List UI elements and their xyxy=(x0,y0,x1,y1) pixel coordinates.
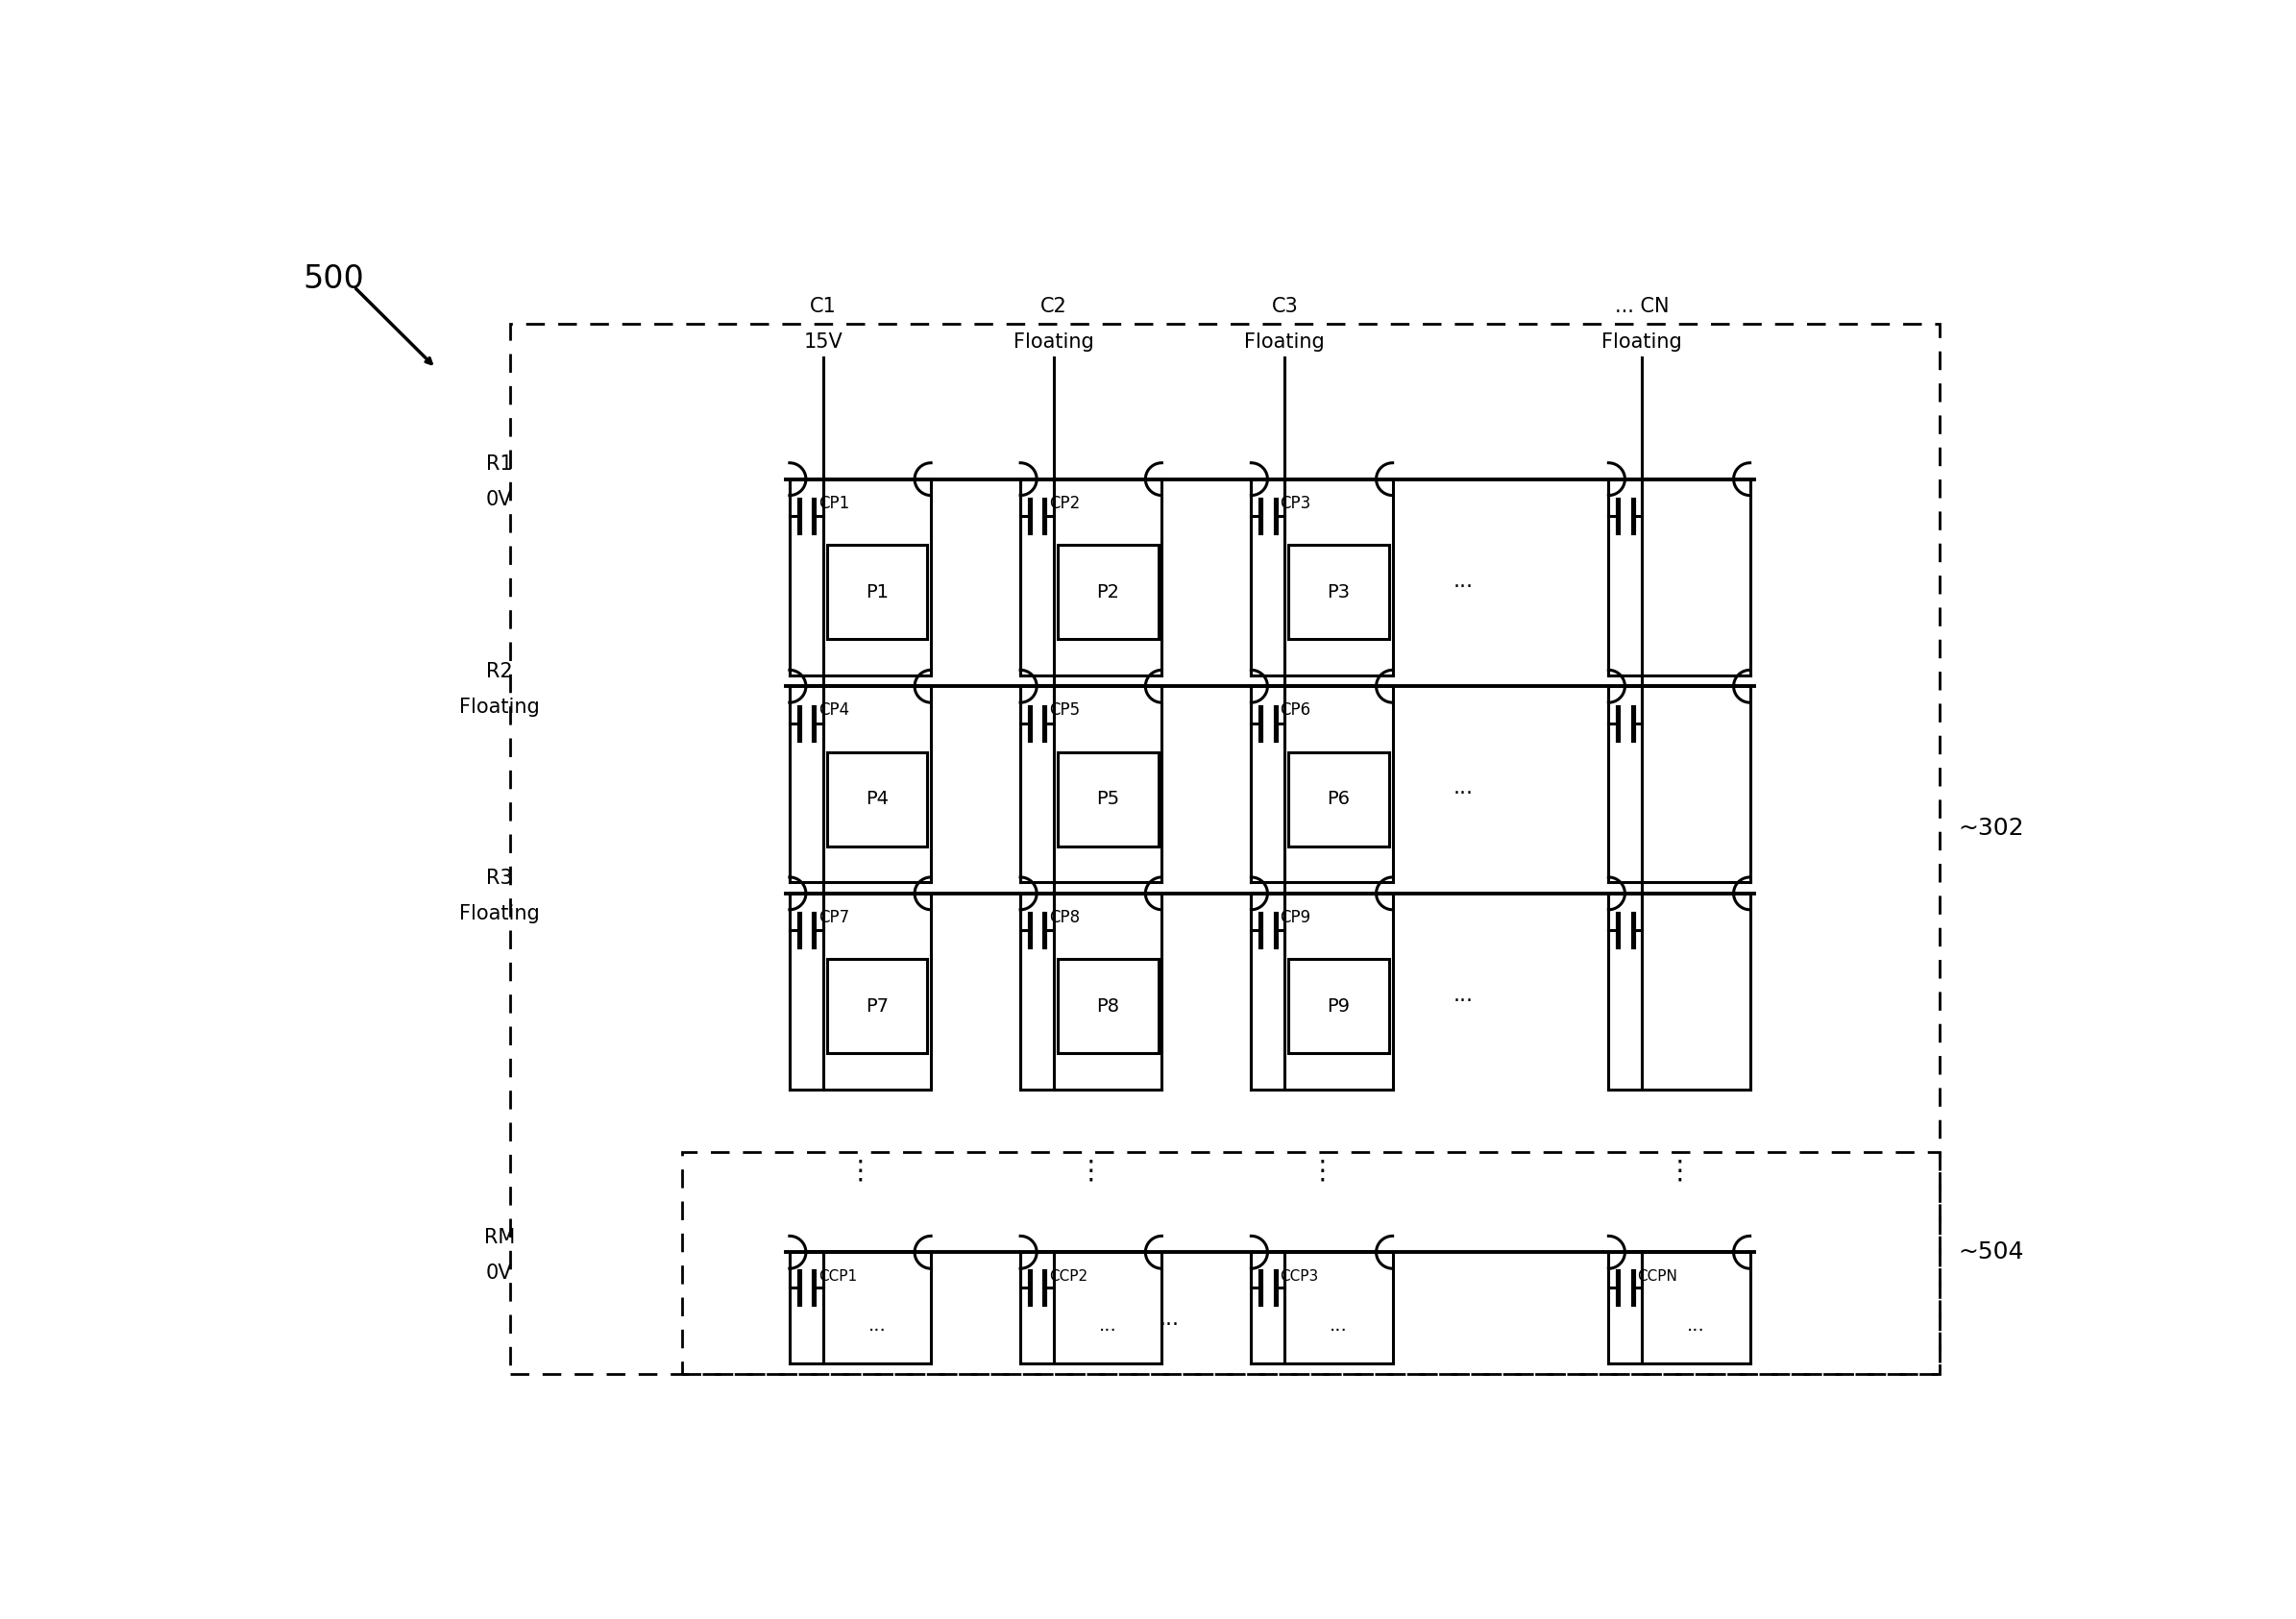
Text: CCP1: CCP1 xyxy=(817,1269,856,1284)
Text: CP3: CP3 xyxy=(1279,494,1311,512)
Text: ~302: ~302 xyxy=(1958,816,2025,840)
Text: P9: P9 xyxy=(1327,997,1350,1015)
Text: C1: C1 xyxy=(810,298,836,316)
Bar xyxy=(827,753,928,847)
Text: Floating: Floating xyxy=(459,905,540,924)
Text: ...: ... xyxy=(1453,986,1474,1005)
Bar xyxy=(1288,753,1389,847)
Text: P7: P7 xyxy=(866,997,889,1015)
Text: P1: P1 xyxy=(866,583,889,601)
Text: ...: ... xyxy=(1453,779,1474,798)
Text: CP6: CP6 xyxy=(1279,701,1311,719)
Text: ⋮: ⋮ xyxy=(1077,1158,1104,1185)
Text: CCPN: CCPN xyxy=(1637,1269,1678,1284)
Text: R3: R3 xyxy=(487,869,512,889)
Bar xyxy=(1058,546,1157,640)
Bar xyxy=(1058,958,1157,1054)
Text: CP7: CP7 xyxy=(817,908,850,926)
Text: ⋮: ⋮ xyxy=(1667,1158,1692,1185)
Text: CP1: CP1 xyxy=(817,494,850,512)
Text: 15V: 15V xyxy=(804,332,843,351)
Text: R1: R1 xyxy=(487,455,512,474)
Text: C2: C2 xyxy=(1040,298,1068,316)
Text: ⋮: ⋮ xyxy=(847,1158,872,1185)
Text: P2: P2 xyxy=(1095,583,1120,601)
Text: CCP3: CCP3 xyxy=(1279,1269,1318,1284)
Text: R2: R2 xyxy=(487,662,512,682)
Text: Floating: Floating xyxy=(1244,332,1325,351)
Text: ...: ... xyxy=(1688,1316,1706,1334)
Text: P5: P5 xyxy=(1095,790,1120,808)
Text: 0V: 0V xyxy=(487,1263,512,1282)
Text: CP8: CP8 xyxy=(1049,908,1079,926)
Bar xyxy=(1288,546,1389,640)
Text: Floating: Floating xyxy=(1603,332,1683,351)
Text: C3: C3 xyxy=(1272,298,1297,316)
Text: CCP2: CCP2 xyxy=(1049,1269,1088,1284)
Text: ...: ... xyxy=(868,1316,886,1334)
Text: CP2: CP2 xyxy=(1049,494,1079,512)
Text: P6: P6 xyxy=(1327,790,1350,808)
Bar xyxy=(1288,958,1389,1054)
Bar xyxy=(682,1153,1940,1375)
Text: ... CN: ... CN xyxy=(1614,298,1669,316)
Text: ...: ... xyxy=(1329,1316,1348,1334)
Text: P3: P3 xyxy=(1327,583,1350,601)
Text: ⋮: ⋮ xyxy=(1309,1158,1336,1185)
Text: 500: 500 xyxy=(303,264,365,295)
Text: CP5: CP5 xyxy=(1049,701,1079,719)
Bar xyxy=(510,324,1940,1375)
Text: RM: RM xyxy=(484,1227,514,1247)
Bar xyxy=(1058,753,1157,847)
Text: P8: P8 xyxy=(1095,997,1120,1015)
Text: P4: P4 xyxy=(866,790,889,808)
Text: Floating: Floating xyxy=(1013,332,1095,351)
Text: ...: ... xyxy=(1159,1310,1180,1329)
Bar xyxy=(827,546,928,640)
Text: 0V: 0V xyxy=(487,491,512,510)
Text: CP9: CP9 xyxy=(1279,908,1311,926)
Text: CP4: CP4 xyxy=(817,701,850,719)
Text: ...: ... xyxy=(1100,1316,1116,1334)
Bar xyxy=(827,958,928,1054)
Text: ...: ... xyxy=(1453,572,1474,591)
Text: Floating: Floating xyxy=(459,698,540,717)
Text: ~504: ~504 xyxy=(1958,1240,2025,1264)
